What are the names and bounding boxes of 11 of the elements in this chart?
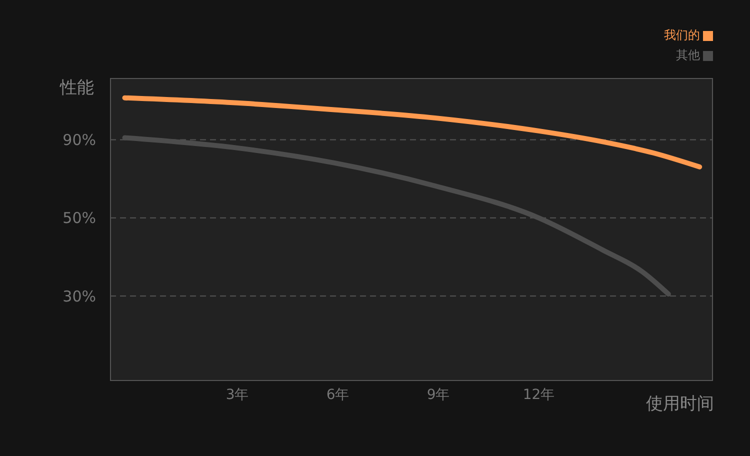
x-axis-title: 使用时间 bbox=[646, 393, 714, 415]
x-tick-label: 9年 bbox=[426, 386, 450, 403]
x-tick-label: 3年 bbox=[226, 386, 249, 403]
x-tick-label: 12年 bbox=[522, 386, 555, 403]
legend-label: 其他 bbox=[676, 47, 700, 64]
legend-label: 我们的 bbox=[664, 27, 700, 44]
y-axis-title: 性能 bbox=[60, 77, 94, 99]
text: 50% bbox=[62, 209, 96, 228]
x-tick-label: 6年 bbox=[326, 386, 350, 403]
text: 30% bbox=[62, 287, 96, 306]
text: 90% bbox=[62, 131, 96, 150]
